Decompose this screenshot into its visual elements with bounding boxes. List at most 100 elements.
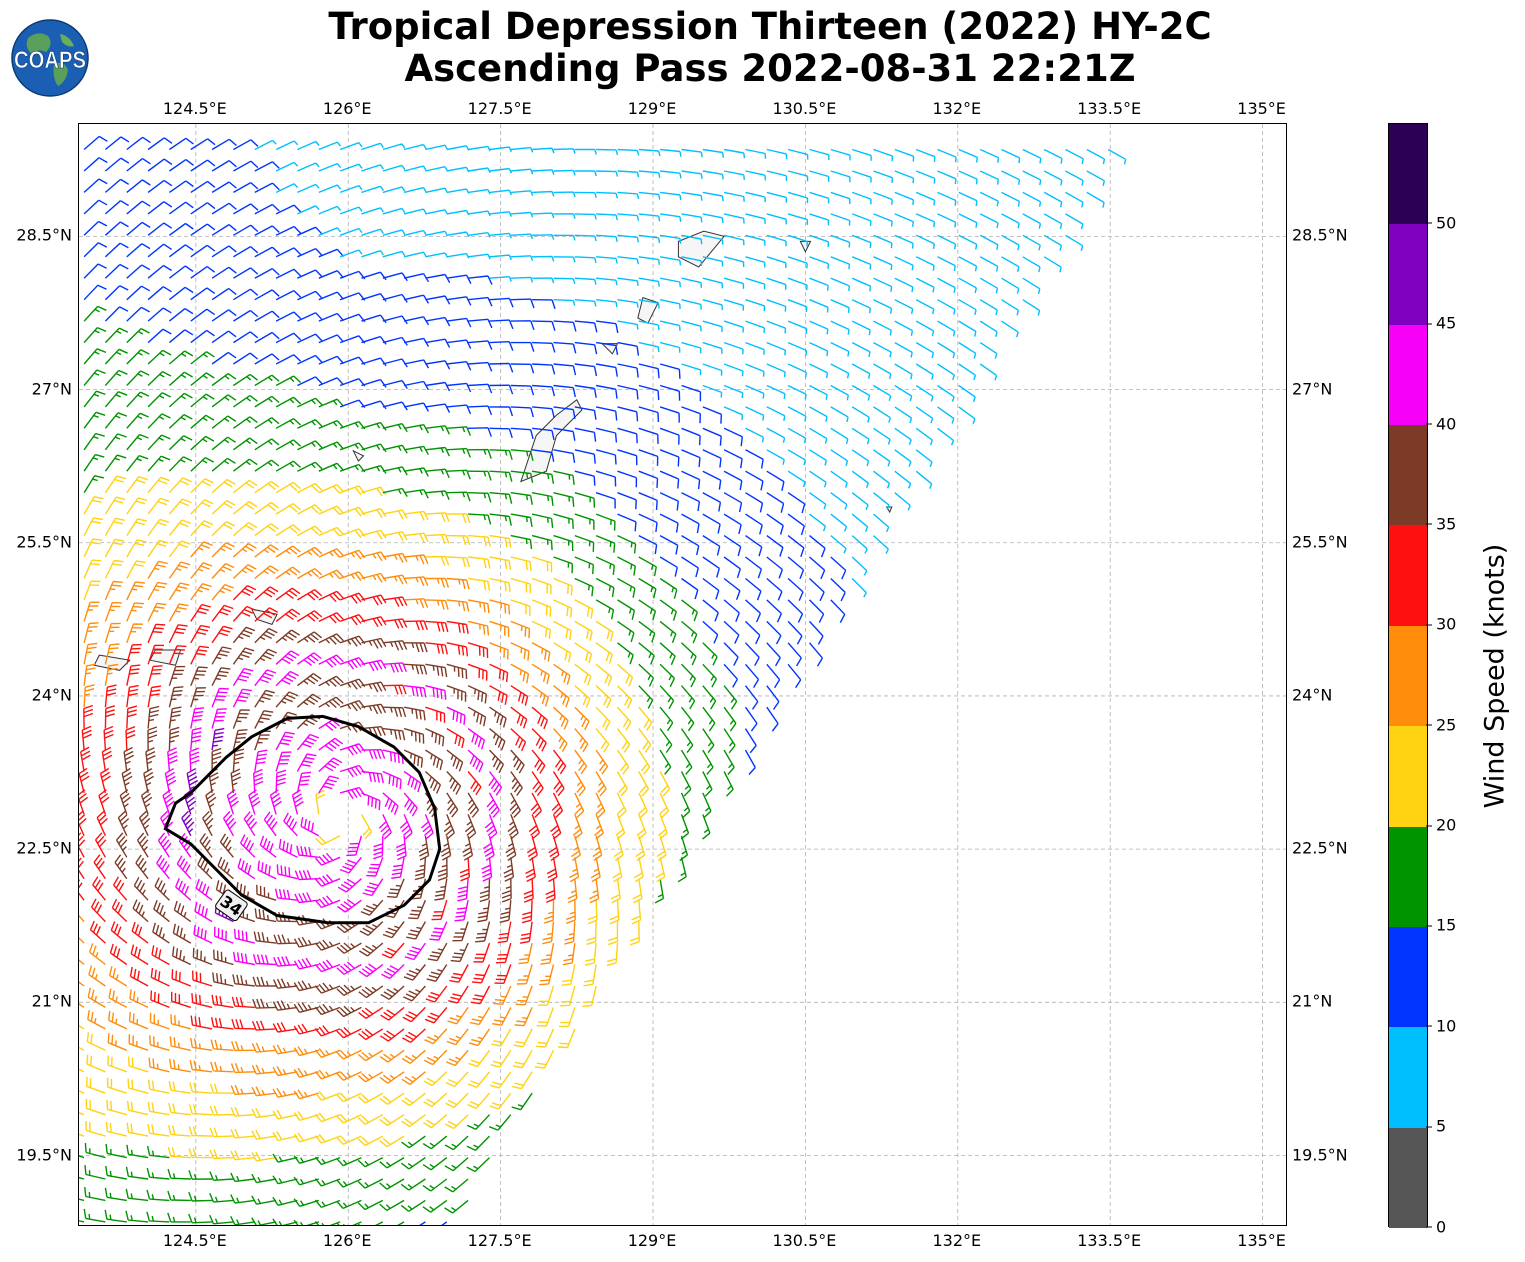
wind-barb <box>958 191 978 207</box>
wind-barb <box>314 939 341 951</box>
wind-barb <box>851 513 869 532</box>
wind-barb <box>723 706 737 732</box>
wind-barb <box>157 832 172 858</box>
wind-barb <box>958 256 978 272</box>
wind-barb <box>168 1080 191 1094</box>
wind-barb <box>275 204 302 215</box>
wind-barb <box>126 412 149 429</box>
wind-barb <box>382 272 408 282</box>
wind-barb <box>873 535 889 555</box>
lon-tick-bottom: 130.5°E <box>772 1231 837 1250</box>
wind-barb <box>115 832 128 858</box>
wind-barb <box>595 384 618 399</box>
wind-barb <box>172 946 192 966</box>
lon-tick-bottom: 126°E <box>322 1231 372 1250</box>
wind-barb <box>452 921 469 942</box>
lat-tick-left: 24°N <box>31 685 72 705</box>
wind-barb <box>617 213 640 221</box>
wind-barb <box>553 620 572 641</box>
wind-barb <box>318 377 345 387</box>
wind-barb <box>681 556 699 578</box>
wind-barb <box>402 1006 426 1023</box>
wind-barb <box>873 449 891 467</box>
colorbar-segment <box>1389 224 1427 325</box>
wind-barb <box>702 363 723 376</box>
wind-barb <box>467 642 489 659</box>
wind-barb <box>380 1006 405 1021</box>
wind-barb <box>446 469 471 480</box>
wind-barb <box>147 286 172 301</box>
wind-barb <box>382 444 408 454</box>
colorbar-tick: 35 <box>1425 514 1456 533</box>
wind-barb <box>510 363 535 374</box>
wind-barb <box>723 771 734 797</box>
wind-barb <box>510 513 533 528</box>
map-panel: 34 <box>78 123 1287 1226</box>
wind-barb <box>937 234 957 250</box>
wind-barb <box>168 706 182 729</box>
wind-barb <box>873 384 892 401</box>
wind-barb <box>382 531 408 542</box>
wind-barb <box>873 470 891 489</box>
wind-barb <box>230 1063 255 1074</box>
wind-barb <box>681 363 702 376</box>
wind-barb <box>85 1120 106 1137</box>
wind-barb <box>403 294 430 304</box>
wind-barb <box>489 1071 512 1089</box>
wind-barb <box>616 749 630 775</box>
wind-barb <box>403 316 430 326</box>
wind-barb <box>1022 191 1042 207</box>
wind-barb <box>446 188 470 194</box>
wind-barb <box>616 706 632 731</box>
wind-barb <box>723 513 742 535</box>
wind-barb <box>1001 213 1020 229</box>
wind-barb <box>894 449 912 467</box>
wind-barb <box>426 964 448 982</box>
wind-barb <box>190 707 205 729</box>
wind-barb <box>337 898 362 913</box>
wind-barb <box>489 556 512 571</box>
wind-barb <box>766 170 788 181</box>
wind-barb <box>210 1017 234 1030</box>
wind-barb <box>275 140 299 151</box>
wind-barb <box>915 299 935 315</box>
lon-tick-top: 130.5°E <box>772 99 837 118</box>
wind-barb <box>339 292 366 301</box>
wind-barb <box>191 993 213 1009</box>
wind-barb <box>361 572 387 583</box>
wind-barb <box>275 332 302 344</box>
wind-barb <box>531 771 544 797</box>
wind-barb <box>510 620 531 639</box>
wind-barb <box>766 513 784 535</box>
wind-barb <box>382 229 406 236</box>
wind-barb <box>297 418 323 429</box>
wind-barb <box>379 1092 405 1105</box>
wind-barb <box>79 908 85 923</box>
wind-barb <box>617 534 637 554</box>
wind-barb <box>873 299 893 314</box>
wind-barb <box>486 792 500 818</box>
wind-barb <box>188 1170 213 1180</box>
wind-barb <box>702 170 724 180</box>
wind-barb <box>339 249 363 258</box>
wind-barb <box>830 556 847 580</box>
wind-barb <box>745 449 764 469</box>
lat-tick-right: 21°N <box>1292 991 1333 1011</box>
wind-barb <box>382 640 408 651</box>
wind-barb <box>467 145 491 152</box>
wind-barb <box>523 878 534 903</box>
wind-barb <box>79 1176 85 1180</box>
wind-barb <box>510 534 533 550</box>
wind-barb <box>434 878 448 901</box>
wind-barb <box>167 1190 191 1202</box>
wind-barb <box>83 453 105 472</box>
wind-barb <box>766 299 787 312</box>
wind-barb <box>211 994 234 1009</box>
wind-barb <box>937 148 957 163</box>
wind-barb <box>211 245 237 258</box>
wind-barb <box>531 534 553 551</box>
wind-barb <box>190 180 216 193</box>
wind-barb <box>851 427 870 445</box>
wind-barb <box>361 185 384 194</box>
wind-barb <box>468 232 491 238</box>
